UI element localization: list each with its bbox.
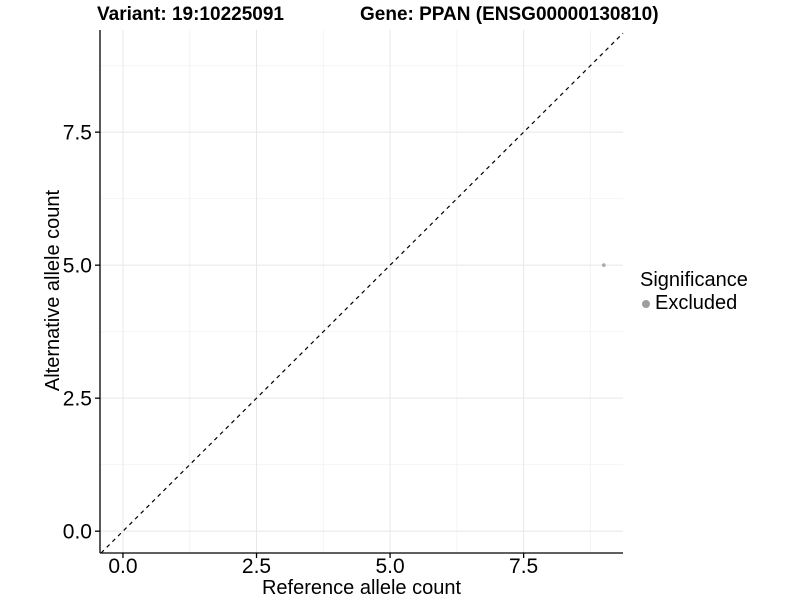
identity-dashed-line xyxy=(100,32,624,554)
legend-item-excluded: Excluded xyxy=(642,292,748,315)
y-tick-label: 7.5 xyxy=(63,122,92,145)
y-tick-label: 0.0 xyxy=(63,521,92,544)
data-point xyxy=(601,263,606,268)
legend: Significance Excluded xyxy=(640,269,748,315)
x-tick-label: 2.5 xyxy=(242,555,271,578)
y-axis-title: Alternative allele count xyxy=(42,189,64,392)
plot-title-variant: Variant: 19:10225091 xyxy=(97,4,284,25)
x-tick-label: 7.5 xyxy=(509,555,538,578)
y-tick-label: 2.5 xyxy=(63,388,92,411)
x-tick-label: 5.0 xyxy=(375,555,404,578)
legend-point-icon xyxy=(642,299,650,308)
y-tick-label: 5.0 xyxy=(63,255,92,278)
x-tick-label: 0.0 xyxy=(108,555,137,578)
legend-title: Significance xyxy=(640,269,748,291)
legend-item-label: Excluded xyxy=(655,292,738,314)
x-axis-title: Reference allele count xyxy=(261,577,461,599)
plot-title-gene: Gene: PPAN (ENSG00000130810) xyxy=(360,4,659,25)
